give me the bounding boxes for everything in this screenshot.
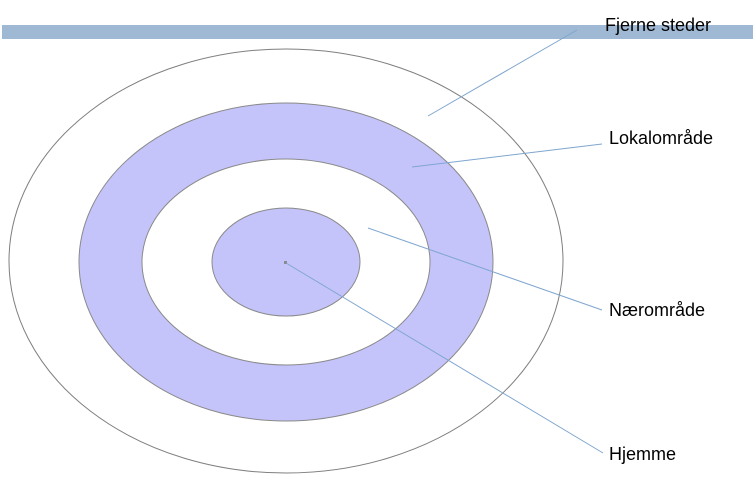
header-bar [2,25,753,39]
center-point [284,261,287,264]
label-near-area: Nærområde [609,300,706,320]
zone-far-places [8,48,564,474]
label-home: Hjemme [609,444,677,464]
leader-line-home [285,262,604,454]
leader-line-near-area [367,227,603,311]
leader-line-local-area [411,143,603,168]
label-local-area: Lokalområde [609,128,714,148]
leader-line-far-places [427,29,578,117]
label-far-places: Fjerne steder [605,15,712,35]
